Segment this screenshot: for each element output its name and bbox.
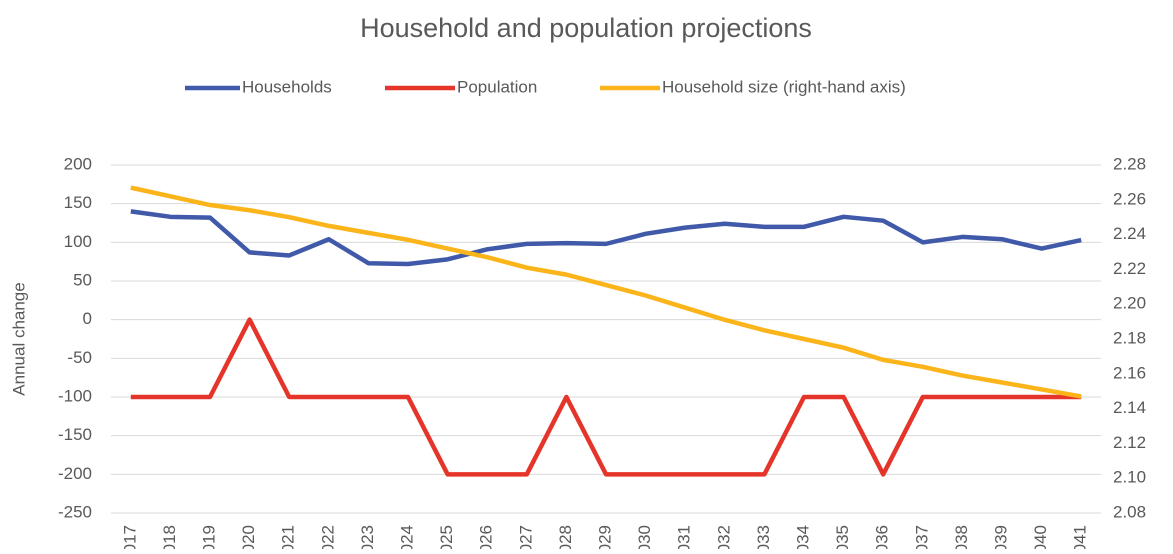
x-tick-label: 2029 — [595, 525, 614, 549]
y2-tick-label: 2.14 — [1113, 398, 1146, 417]
y-tick-label: 150 — [64, 193, 92, 212]
x-tick-label: 2035 — [833, 525, 852, 549]
y2-tick-label: 2.10 — [1113, 468, 1146, 487]
x-tick-label: 2019 — [199, 525, 218, 549]
x-tick-label: 2024 — [397, 525, 416, 549]
y2-tick-label: 2.16 — [1113, 363, 1146, 382]
x-tick-label: 2033 — [754, 525, 773, 549]
legend-label: Households — [242, 77, 332, 96]
x-tick-label: 2038 — [952, 525, 971, 549]
x-tick-label: 2031 — [675, 525, 694, 549]
chart-title: Household and population projections — [360, 13, 812, 43]
legend-label: Household size (right-hand axis) — [662, 77, 906, 96]
x-tick-label: 2040 — [1031, 525, 1050, 549]
x-tick-label: 2036 — [873, 525, 892, 549]
x-tick-label: 2022 — [318, 525, 337, 549]
x-tick-label: 2027 — [516, 525, 535, 549]
legend-label: Population — [457, 77, 537, 96]
y2-tick-label: 2.28 — [1113, 154, 1146, 173]
y2-tick-label: 2.08 — [1113, 502, 1146, 521]
x-tick-label: 2017 — [120, 525, 139, 549]
x-tick-label: 2037 — [912, 525, 931, 549]
y2-tick-label: 2.24 — [1113, 224, 1146, 243]
y2-tick-label: 2.18 — [1113, 328, 1146, 347]
y-tick-label: -50 — [67, 348, 92, 367]
y2-tick-label: 2.26 — [1113, 189, 1146, 208]
x-tick-label: 2028 — [556, 525, 575, 549]
y-tick-label: -250 — [58, 502, 92, 521]
y2-tick-label: 2.20 — [1113, 294, 1146, 313]
x-tick-label: 2018 — [160, 525, 179, 549]
x-tick-label: 2025 — [437, 525, 456, 549]
series-line — [130, 209, 1082, 267]
y-tick-label: -100 — [58, 386, 92, 405]
x-tick-label: 2030 — [635, 525, 654, 549]
x-tick-label: 2041 — [1071, 525, 1090, 549]
x-tick-label: 2020 — [239, 525, 258, 549]
series-line — [130, 317, 1082, 477]
y2-tick-label: 2.12 — [1113, 433, 1146, 452]
series-line — [130, 185, 1082, 399]
x-tick-label: 2026 — [477, 525, 496, 549]
x-tick-label: 2032 — [714, 525, 733, 549]
y-axis-label: Annual change — [9, 282, 28, 395]
y-tick-label: 50 — [73, 270, 92, 289]
x-tick-label: 2021 — [279, 525, 298, 549]
y2-tick-label: 2.22 — [1113, 259, 1146, 278]
y-tick-label: -200 — [58, 464, 92, 483]
y-tick-label: -150 — [58, 425, 92, 444]
x-tick-label: 2023 — [358, 525, 377, 549]
y-tick-label: 200 — [64, 154, 92, 173]
y-tick-label: 100 — [64, 232, 92, 251]
x-tick-label: 2034 — [793, 525, 812, 549]
y-tick-label: 0 — [83, 309, 92, 328]
x-tick-label: 2039 — [991, 525, 1010, 549]
